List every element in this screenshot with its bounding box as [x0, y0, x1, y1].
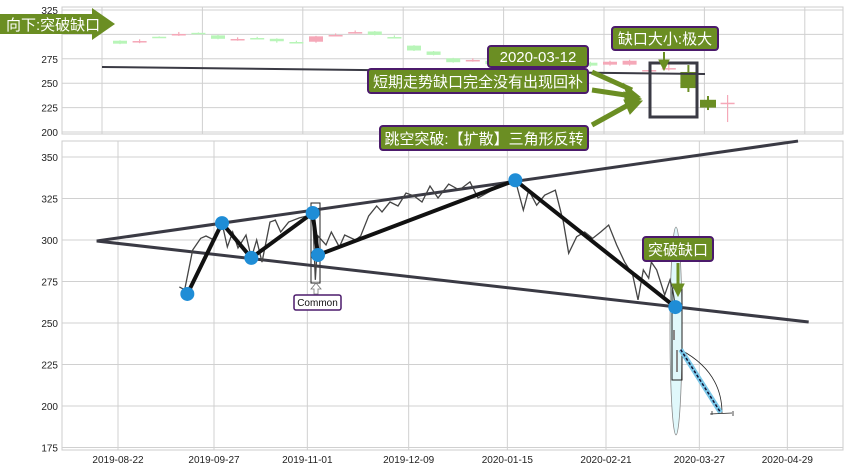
- candle-body: [328, 34, 343, 37]
- common-label: Common: [297, 298, 338, 309]
- not-filled-label: 短期走势缺口完全没有出现回补: [373, 73, 583, 91]
- bottom-y-tick-label: 175: [41, 444, 58, 455]
- pivot-point: [215, 216, 230, 231]
- bottom-x-tick-label: 2020-04-29: [762, 455, 814, 466]
- top-y-tick-label: 225: [41, 104, 58, 115]
- direction-arrow-label: 向下:突破缺口: [0, 8, 115, 40]
- bottom-x-tick-label: 2019-11-01: [282, 455, 333, 466]
- direction-label: 向下:突破缺口: [6, 17, 100, 34]
- pivot-point: [305, 205, 320, 220]
- candle-body: [603, 61, 617, 65]
- bottom-panel: 175 200 225 250 275 300 325 350 2019-08-22 2019-…: [41, 139, 844, 466]
- candle-body: [250, 38, 265, 40]
- bottom-y-tick-label: 300: [41, 236, 58, 247]
- candle-body: [309, 36, 323, 42]
- candle-body: [465, 59, 480, 62]
- annotation-arrows: [590, 52, 685, 298]
- common-gap-arrow-icon: [310, 282, 322, 295]
- projection-target-mark: [709, 411, 734, 416]
- breakaway-annotation: 突破缺口: [642, 236, 714, 262]
- candle-body: [426, 51, 441, 55]
- bottom-x-tick-label: 2020-01-15: [482, 455, 534, 466]
- common-annotation: Common: [293, 294, 342, 311]
- bottom-x-tick-label: 2019-08-22: [92, 455, 144, 466]
- candle-body: [407, 45, 421, 51]
- arrow-line: [590, 101, 632, 128]
- arrow-head-icon: [623, 99, 644, 115]
- candle-body: [152, 36, 167, 39]
- arrow-head-icon: [658, 59, 670, 72]
- bottom-panel-frame: [61, 140, 844, 451]
- bottom-y-tick-label: 350: [41, 153, 58, 164]
- date-annotation: 2020-03-12: [487, 45, 589, 68]
- bottom-y-tick-label: 275: [41, 278, 58, 289]
- candle-body: [171, 34, 186, 36]
- candle-body: [680, 71, 697, 89]
- candle-body: [622, 60, 637, 65]
- gap-size-annotation: 缺口大小:极大: [611, 26, 719, 51]
- gap-highlight-box: [648, 61, 699, 119]
- pattern-annotation: 跳空突破:【扩散】三角形反转: [379, 125, 589, 151]
- not-filled-annotation: 短期走势缺口完全没有出现回补: [367, 68, 589, 94]
- top-y-tick-label: 325: [41, 6, 58, 17]
- candle-body: [446, 58, 461, 63]
- bottom-y-tick-label: 250: [41, 319, 58, 330]
- candle-body: [269, 38, 284, 42]
- direction-arrow-shape: [0, 8, 115, 40]
- candle-body: [661, 68, 676, 70]
- pivot-point: [180, 286, 195, 301]
- top-y-tick-label: 200: [41, 128, 58, 139]
- candle-body: [191, 32, 206, 35]
- bottom-x-tick-label: 2020-02-21: [580, 455, 632, 466]
- candle-body: [132, 41, 147, 43]
- gap-size-label: 缺口大小:极大: [618, 31, 712, 48]
- pivot-point: [668, 300, 683, 315]
- date-label: 2020-03-12: [500, 49, 577, 66]
- bottom-y-tick-label: 225: [41, 361, 58, 372]
- candle-body: [700, 99, 716, 108]
- lower-trendline: [96, 239, 809, 324]
- pattern-label: 跳空突破:【扩散】三角形反转: [384, 131, 583, 148]
- candle-body: [583, 62, 598, 66]
- top-y-tick-label: 275: [41, 55, 58, 66]
- bottom-x-tick-label: 2020-03-27: [674, 455, 726, 466]
- candle-body: [348, 32, 363, 34]
- candle-body: [387, 37, 402, 39]
- price-line: [179, 179, 676, 307]
- pivot-point: [311, 247, 326, 262]
- candle-body: [113, 40, 127, 44]
- pivot-point: [508, 173, 523, 188]
- upper-trendline: [96, 139, 799, 243]
- bottom-x-tick-label: 2019-09-27: [188, 455, 240, 466]
- arrow-head-icon: [671, 283, 685, 298]
- projection-line-dashed: [680, 349, 722, 414]
- top-y-tick-label: 250: [41, 79, 58, 90]
- candle-body: [230, 38, 245, 41]
- breakaway-label: 突破缺口: [648, 242, 708, 259]
- candle-body: [289, 42, 304, 44]
- candle-body: [211, 35, 225, 39]
- candle-body: [367, 31, 382, 35]
- bottom-x-tick-label: 2019-12-09: [383, 455, 435, 466]
- candle-body: [720, 102, 735, 105]
- pivot-point: [244, 250, 259, 265]
- projection-arc: [680, 349, 723, 414]
- bottom-y-tick-label: 200: [41, 402, 58, 413]
- bottom-y-tick-label: 325: [41, 195, 58, 206]
